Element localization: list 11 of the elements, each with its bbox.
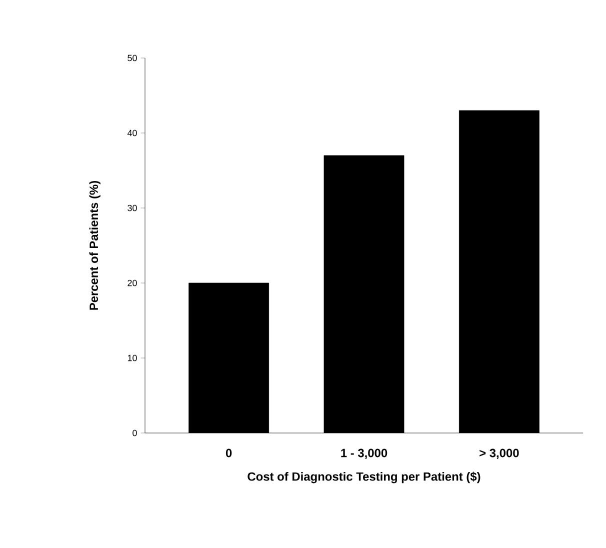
y-tick-label: 0	[132, 430, 137, 436]
x-tick-label: 1 - 3,000	[341, 448, 388, 459]
y-tick-label: 10	[128, 354, 137, 362]
x-axis-title: Cost of Diagnostic Testing per Patient ($)	[248, 472, 480, 484]
x-tick-label: 0	[226, 448, 232, 458]
x-tick-label: > 3,000	[480, 448, 519, 459]
y-tick-label: 40	[127, 130, 137, 136]
y-tick-label: 30	[128, 204, 137, 212]
y-axis-title: Percent of Patients (%)	[89, 181, 100, 310]
y-tick-label: 20	[128, 280, 137, 286]
y-tick-label: 50	[128, 54, 137, 62]
